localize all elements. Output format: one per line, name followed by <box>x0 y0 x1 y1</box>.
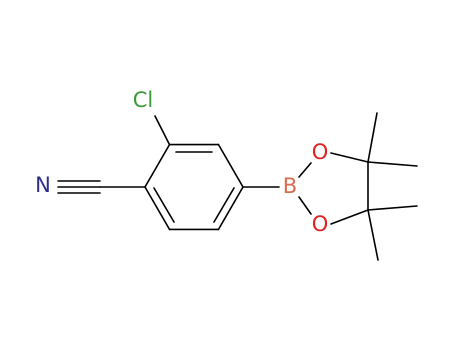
methyl <box>367 161 418 167</box>
atom-label: O <box>312 140 329 164</box>
bond <box>330 152 369 163</box>
atom-label: N <box>35 173 51 197</box>
bond <box>298 162 312 178</box>
bonds <box>57 112 418 261</box>
bond <box>330 209 369 225</box>
atom-label: O <box>312 212 329 236</box>
atom-label: B <box>283 174 297 198</box>
double-bond <box>153 187 175 223</box>
bond <box>154 115 171 146</box>
bond <box>217 186 244 231</box>
methyl <box>367 112 378 163</box>
bond <box>217 143 244 188</box>
methyl <box>367 209 379 261</box>
double-bond <box>213 187 235 223</box>
bond <box>144 186 171 231</box>
bond <box>144 143 171 188</box>
bond <box>298 196 312 215</box>
methyl <box>367 205 418 211</box>
atom-label: Cl <box>133 88 154 112</box>
